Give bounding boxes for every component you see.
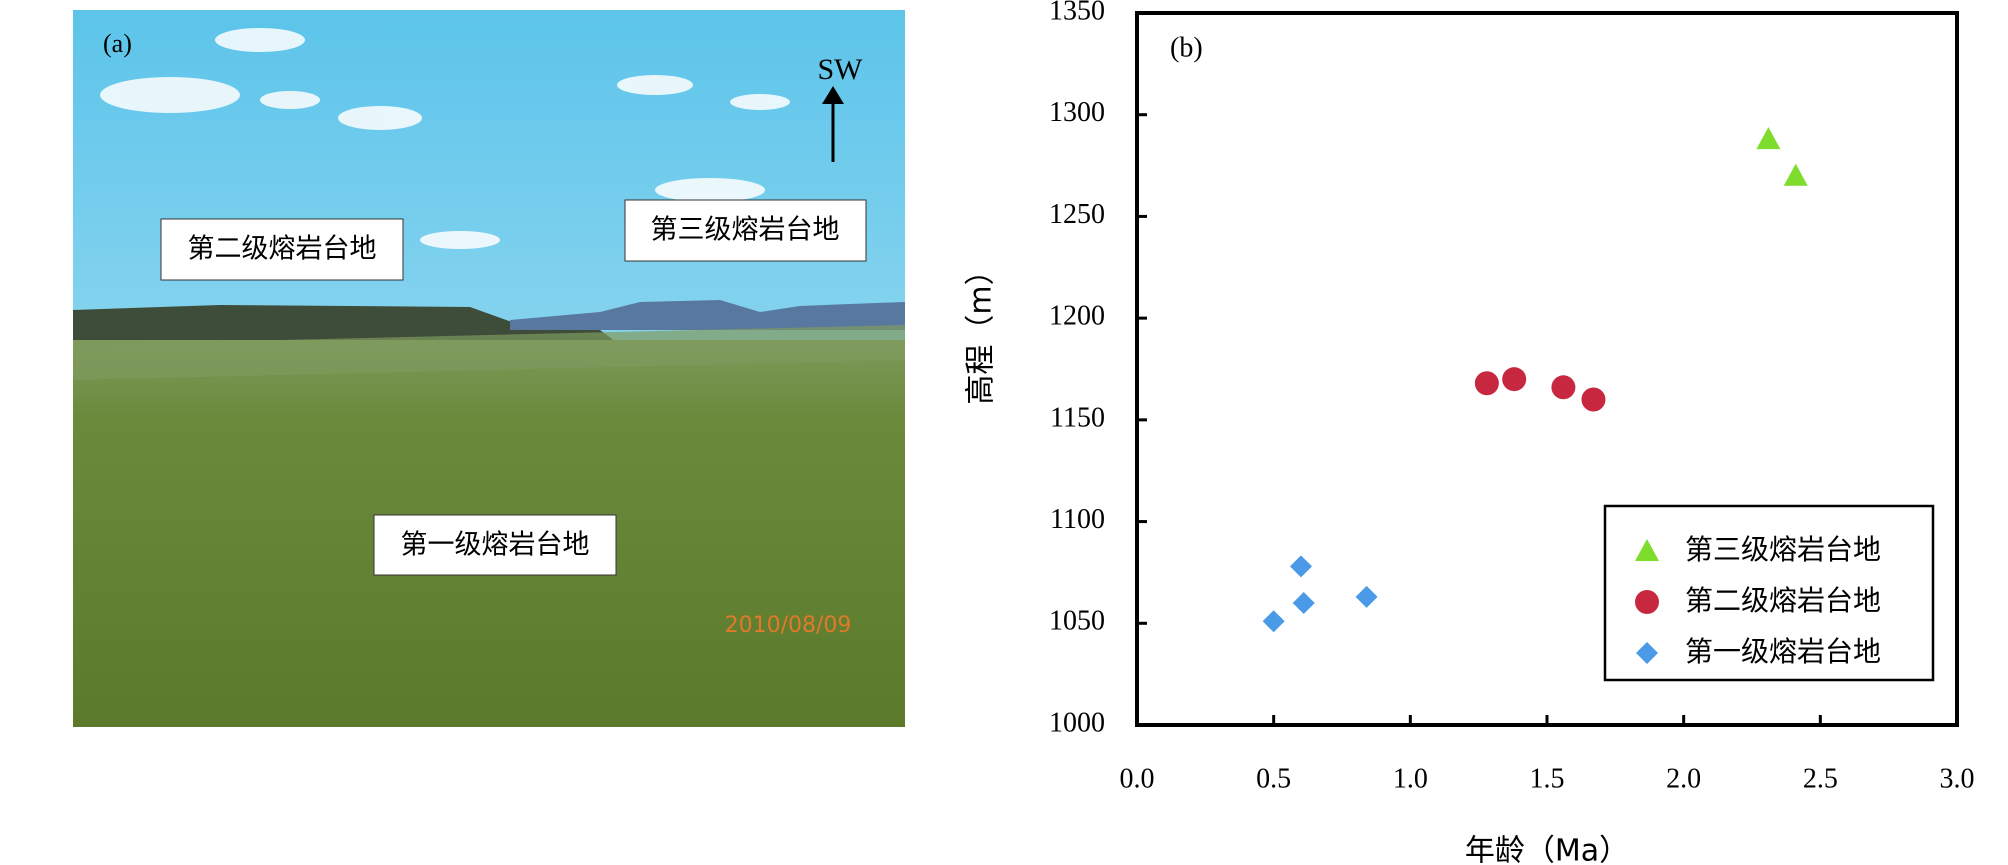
y-axis-label: 高程（m） — [964, 255, 999, 404]
legend-label: 第二级熔岩台地 — [1685, 584, 1881, 617]
y-tick-label: 1150 — [1050, 402, 1105, 433]
x-tick-label: 1.5 — [1530, 763, 1565, 794]
arrow-head — [822, 86, 844, 104]
point — [1262, 610, 1285, 633]
point — [1783, 163, 1808, 186]
legend-marker — [1635, 590, 1659, 614]
direction-label: SW — [818, 53, 864, 86]
label-box — [160, 218, 404, 281]
legend-box — [1603, 504, 1935, 682]
legend-marker — [1635, 539, 1659, 561]
legend-label: 第一级熔岩台地 — [1685, 635, 1881, 668]
x-tick-label: 0.0 — [1120, 763, 1155, 794]
legend-marker — [1636, 642, 1658, 664]
y-tick-label: 1300 — [1049, 97, 1105, 128]
point — [1756, 127, 1781, 150]
x-axis-label: 年龄（Ma） — [1465, 834, 1629, 865]
x-tick-label: 1.0 — [1393, 763, 1428, 794]
panel-label: (b) — [1170, 32, 1203, 63]
label-box — [373, 514, 617, 576]
x-tick-label: 2.0 — [1666, 763, 1701, 794]
y-tick-label: 1100 — [1050, 504, 1105, 535]
y-tick-label: 1050 — [1049, 606, 1105, 637]
point — [1551, 375, 1576, 400]
y-tick-label: 1350 — [1049, 0, 1105, 26]
photo-date: 2010/08/09 — [725, 613, 852, 638]
y-tick-label: 1250 — [1049, 199, 1105, 230]
y-tick-label: 1000 — [1049, 707, 1105, 738]
x-tick-label: 0.5 — [1256, 763, 1291, 794]
x-tick-label: 3.0 — [1940, 763, 1975, 794]
y-tick-label: 1200 — [1049, 301, 1105, 332]
point — [1581, 387, 1606, 412]
photo — [73, 10, 905, 727]
photo-label: 第一级熔岩台地 — [401, 530, 590, 561]
photo-label: 第二级熔岩台地 — [188, 234, 377, 265]
point — [1474, 371, 1499, 396]
point — [1502, 367, 1527, 392]
label-box — [624, 199, 867, 262]
legend-label: 第三级熔岩台地 — [1685, 533, 1881, 566]
panel-label: (a) — [103, 29, 132, 58]
photo-label: 第三级熔岩台地 — [651, 215, 840, 246]
x-tick-label: 2.5 — [1803, 763, 1838, 794]
point — [1290, 555, 1312, 578]
point — [1355, 585, 1378, 608]
point — [1292, 591, 1315, 614]
